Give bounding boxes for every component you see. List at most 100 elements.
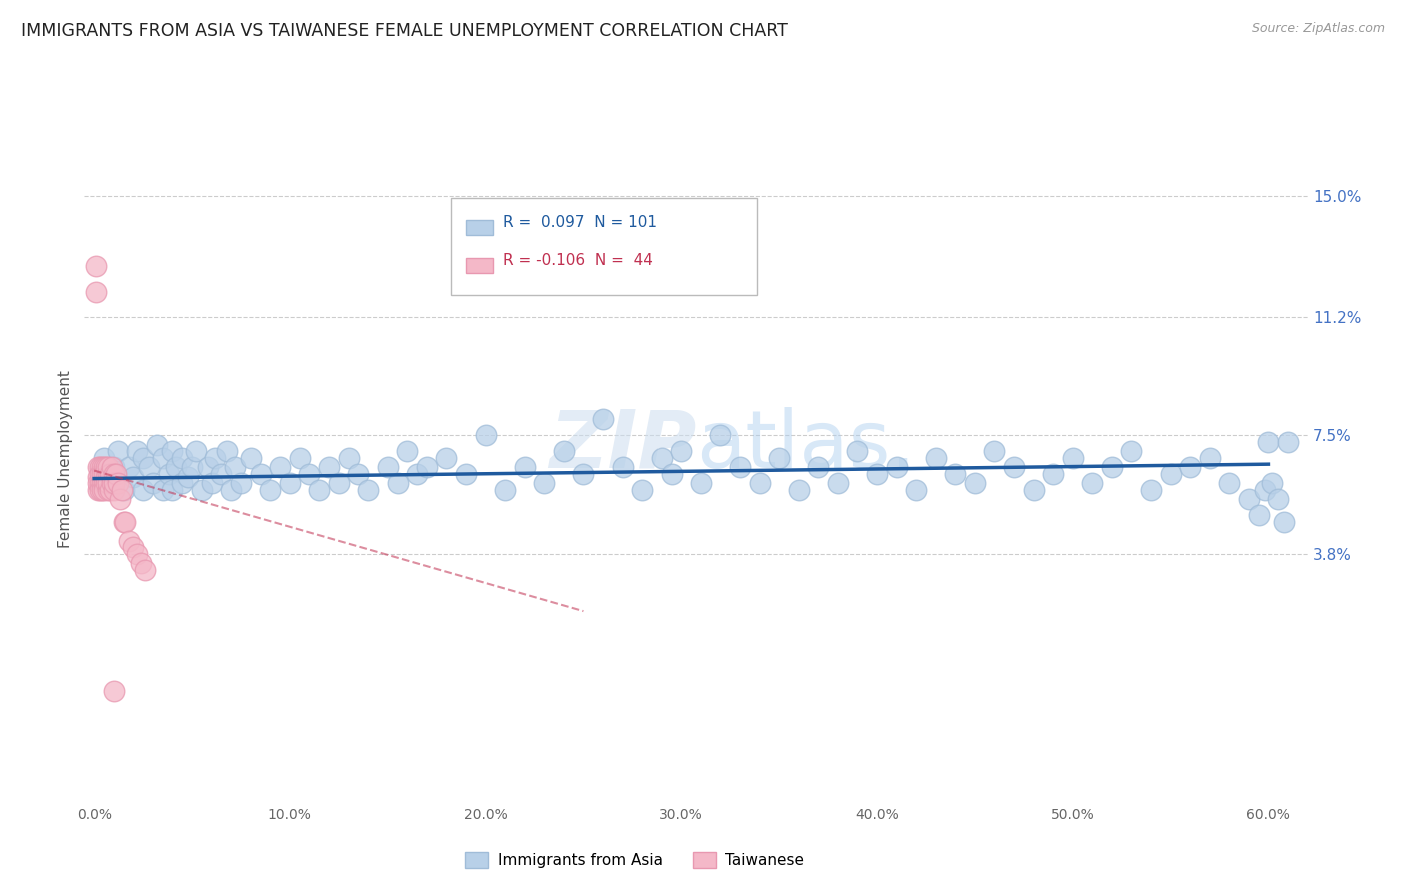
Point: [288, 450, 311, 465]
Point: [396, 444, 419, 458]
Point: [172, 476, 194, 491]
Point: [249, 467, 271, 481]
Point: [165, 460, 187, 475]
Y-axis label: Female Unemployment: Female Unemployment: [58, 370, 73, 549]
Point: [197, 460, 219, 475]
Point: [1237, 492, 1260, 507]
Point: [127, 444, 149, 458]
Point: [97, 483, 120, 497]
Point: [1272, 515, 1295, 529]
Point: [1277, 434, 1299, 449]
Point: [631, 483, 654, 497]
Point: [172, 450, 194, 465]
Point: [1257, 434, 1279, 449]
Point: [100, 460, 122, 475]
Point: [97, 460, 120, 475]
Point: [152, 483, 174, 497]
Point: [84, 259, 107, 273]
Point: [728, 460, 751, 475]
Text: R = -0.106  N =  44: R = -0.106 N = 44: [503, 253, 652, 268]
Point: [347, 467, 370, 481]
Point: [122, 540, 145, 554]
Point: [107, 476, 129, 491]
Text: ZIP: ZIP: [548, 407, 696, 484]
Point: [846, 444, 869, 458]
Point: [337, 450, 360, 465]
Point: [104, 467, 127, 481]
Point: [103, 483, 125, 497]
Point: [127, 547, 149, 561]
Point: [157, 467, 180, 481]
Point: [1002, 460, 1025, 475]
FancyBboxPatch shape: [451, 198, 758, 294]
Point: [162, 444, 184, 458]
Point: [103, 467, 125, 481]
Point: [89, 483, 111, 497]
Text: R =  0.097  N = 101: R = 0.097 N = 101: [503, 215, 657, 230]
Point: [89, 467, 111, 481]
Point: [553, 444, 575, 458]
Point: [925, 450, 948, 465]
Legend: Immigrants from Asia, Taiwanese: Immigrants from Asia, Taiwanese: [460, 846, 810, 874]
Point: [93, 476, 115, 491]
Point: [146, 438, 169, 452]
Point: [298, 467, 321, 481]
Point: [807, 460, 830, 475]
Point: [87, 476, 110, 491]
Text: Source: ZipAtlas.com: Source: ZipAtlas.com: [1251, 22, 1385, 36]
Point: [93, 450, 115, 465]
Point: [91, 467, 114, 481]
Point: [219, 483, 242, 497]
Point: [93, 467, 115, 481]
Point: [436, 450, 458, 465]
Point: [259, 483, 281, 497]
Point: [118, 533, 141, 548]
Point: [533, 476, 555, 491]
Point: [963, 476, 986, 491]
Point: [89, 460, 111, 475]
Point: [112, 515, 135, 529]
Point: [387, 476, 409, 491]
Point: [1178, 460, 1201, 475]
Point: [1081, 476, 1104, 491]
Point: [572, 467, 595, 481]
Point: [513, 460, 536, 475]
Point: [239, 450, 262, 465]
FancyBboxPatch shape: [465, 219, 494, 235]
Point: [661, 467, 683, 481]
Point: [943, 467, 966, 481]
FancyBboxPatch shape: [465, 258, 494, 273]
Point: [84, 285, 107, 299]
Point: [827, 476, 849, 491]
Point: [474, 428, 496, 442]
Point: [103, 684, 125, 698]
Point: [152, 450, 174, 465]
Point: [103, 476, 125, 491]
Point: [1261, 476, 1284, 491]
Point: [318, 460, 340, 475]
Point: [328, 476, 350, 491]
Point: [93, 460, 115, 475]
Point: [91, 460, 114, 475]
Point: [87, 460, 110, 475]
Point: [204, 450, 226, 465]
Point: [787, 483, 810, 497]
Point: [224, 460, 246, 475]
Point: [651, 450, 673, 465]
Point: [132, 450, 155, 465]
Point: [416, 460, 439, 475]
Point: [112, 483, 135, 497]
Point: [87, 483, 110, 497]
Point: [177, 470, 200, 484]
Point: [1062, 450, 1084, 465]
Point: [866, 467, 889, 481]
Point: [454, 467, 477, 481]
Text: IMMIGRANTS FROM ASIA VS TAIWANESE FEMALE UNEMPLOYMENT CORRELATION CHART: IMMIGRANTS FROM ASIA VS TAIWANESE FEMALE…: [21, 22, 787, 40]
Point: [377, 460, 399, 475]
Point: [110, 483, 132, 497]
Point: [983, 444, 1005, 458]
Point: [93, 483, 115, 497]
Point: [278, 476, 301, 491]
Point: [87, 470, 110, 484]
Point: [709, 428, 731, 442]
